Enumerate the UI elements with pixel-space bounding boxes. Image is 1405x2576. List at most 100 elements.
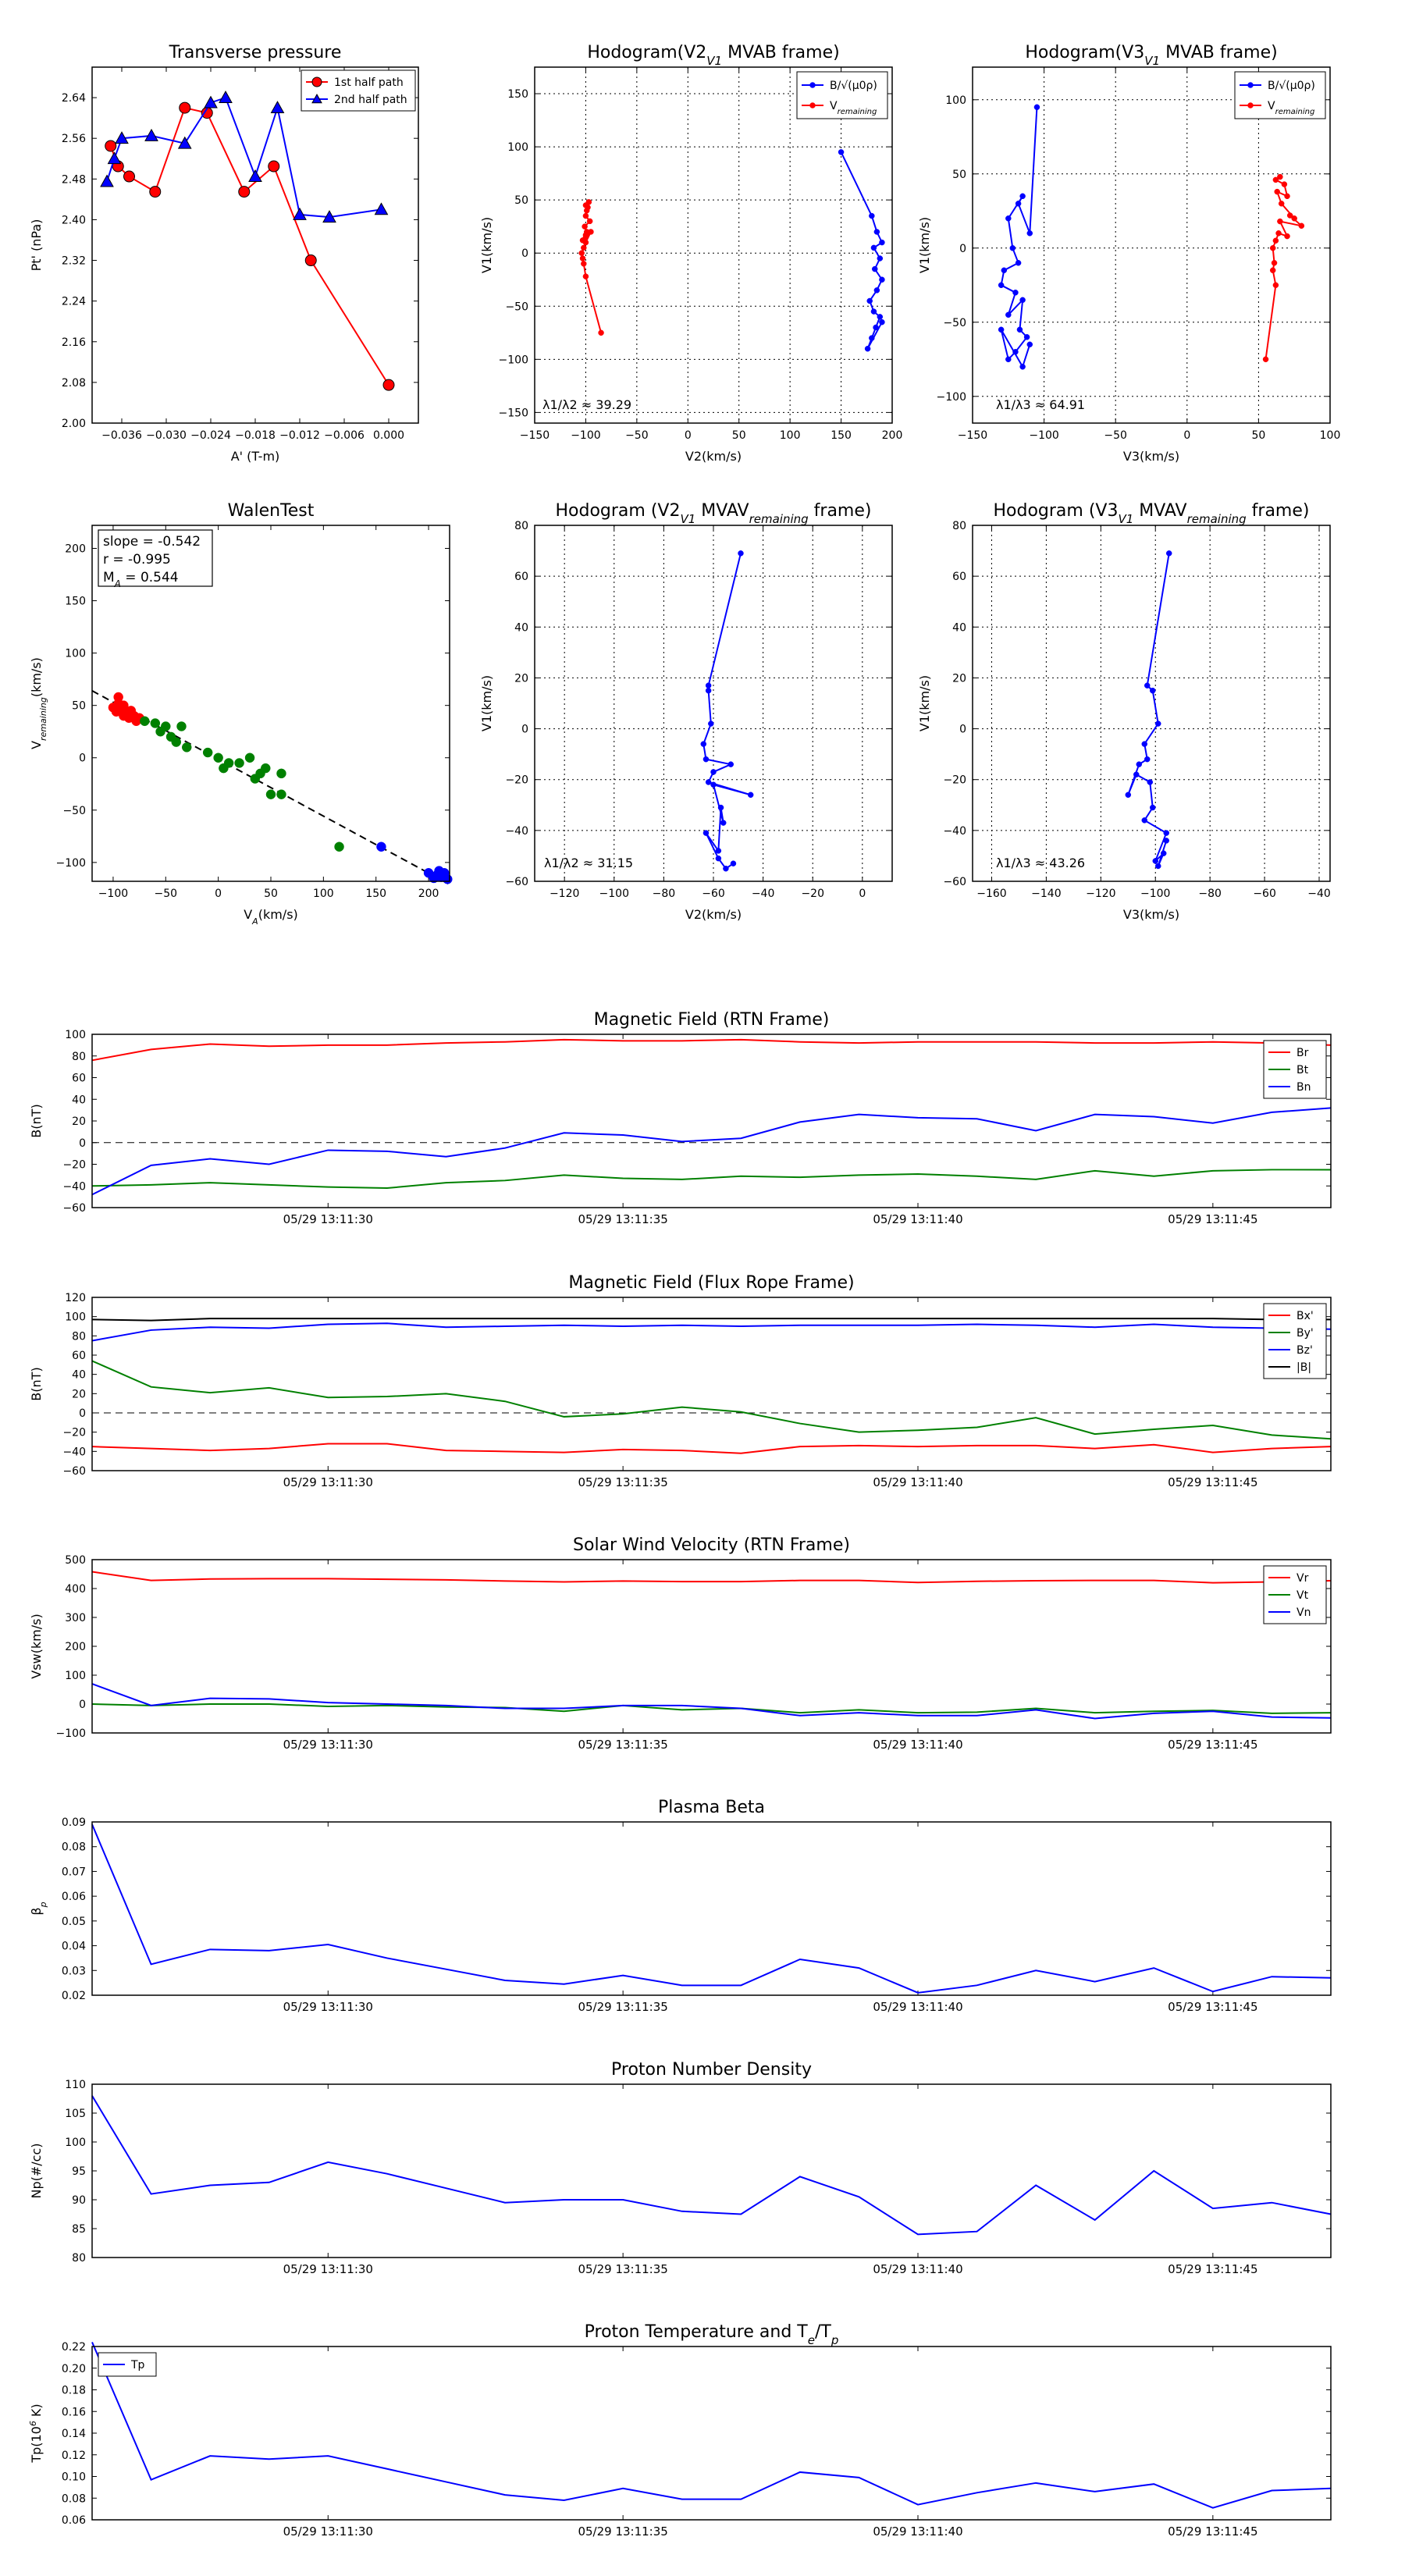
data-point: [582, 223, 588, 229]
y-tick-label: 0.09: [62, 1816, 86, 1829]
y-tick-label: 90: [72, 2194, 86, 2207]
chart-proton-temperature: 0.06 0.08 0.10 0.12 0.14 0.16 0.18 0.20 0.22 05/2…: [28, 2322, 1332, 2539]
y-tick-label: 100: [65, 2137, 86, 2149]
x-tick-label: −0.006: [324, 429, 365, 442]
series-line: [1127, 553, 1170, 866]
series-line: [91, 1038, 1332, 1062]
data-point: [585, 199, 592, 205]
data-point: [374, 202, 389, 215]
plot-frame: [91, 1297, 1332, 1471]
y-tick-label: 80: [514, 520, 528, 532]
data-point: [1272, 237, 1279, 244]
legend-label: Vt: [1297, 1589, 1309, 1602]
y-tick-label: 2.40: [62, 214, 86, 226]
series-line: [702, 553, 751, 870]
x-tick-label: 05/29 13:11:40: [873, 1738, 962, 1752]
y-tick-label: 0.10: [62, 2471, 86, 2484]
data-point: [1012, 290, 1019, 296]
x-tick-label: 05/29 13:11:40: [873, 2524, 962, 2539]
data-point: [1005, 356, 1012, 363]
y-tick-label: 200: [65, 543, 86, 556]
legend-label: Vr: [1297, 1572, 1309, 1585]
chart-title-text: Hodogram (V2V1 MVAVremaining frame): [555, 501, 871, 526]
data-point: [1019, 364, 1026, 370]
x-tick-label: −20: [801, 888, 824, 900]
x-tick-label: −40: [752, 888, 775, 900]
data-point: [1298, 222, 1305, 229]
data-point: [579, 255, 586, 262]
data-point: [873, 287, 880, 294]
data-point: [261, 763, 271, 774]
data-point: [1144, 756, 1151, 763]
data-point: [1144, 682, 1151, 688]
series-line: [91, 1360, 1332, 1440]
x-tick-label: −140: [1031, 888, 1061, 900]
data-point: [1284, 193, 1290, 200]
data-point: [1147, 779, 1154, 785]
y-tick-label: 0.18: [62, 2385, 86, 2397]
y-axis-label: Pt' (nPa): [29, 219, 44, 272]
data-point: [1154, 720, 1161, 727]
data-point: [873, 229, 880, 235]
data-point: [1281, 181, 1288, 187]
series-line: [91, 2095, 1332, 2236]
data-point: [204, 95, 218, 109]
x-axis-label: V2(km/s): [685, 449, 742, 464]
x-tick-label: −100: [599, 888, 629, 900]
y-tick-label: 0.08: [62, 2492, 86, 2505]
x-tick-label: −0.018: [235, 429, 276, 442]
plot-frame: [972, 66, 1331, 424]
y-tick-label: 400: [65, 1583, 86, 1596]
y-tick-label: 0.20: [62, 2363, 86, 2375]
x-tick-label: 05/29 13:11:45: [1168, 2262, 1257, 2276]
data-point: [582, 273, 589, 279]
data-point: [107, 151, 122, 165]
y-axis-label: V1(km/s): [917, 217, 932, 273]
x-tick-label: 100: [780, 429, 801, 442]
data-point: [727, 761, 735, 767]
y-tick-label: 200: [65, 1641, 86, 1653]
x-tick-label: 05/29 13:11:30: [283, 1738, 373, 1752]
data-point: [1277, 218, 1283, 225]
y-tick-label: −150: [499, 407, 528, 419]
chart-title-text: Hodogram (V3V1 MVAVremaining frame): [993, 501, 1309, 526]
y-tick-label: 40: [72, 1094, 86, 1106]
y-tick-label: −60: [62, 1465, 86, 1478]
data-point: [1005, 215, 1012, 222]
x-tick-label: 50: [732, 429, 746, 442]
y-tick-label: 0: [79, 1407, 86, 1420]
legend-label: B/√(μ0ρ): [1268, 80, 1315, 92]
y-tick-label: −40: [62, 1446, 86, 1458]
legend-label: By': [1297, 1327, 1314, 1340]
x-tick-label: −0.036: [101, 429, 142, 442]
data-point: [1152, 858, 1158, 864]
chart-title-text: Plasma Beta: [658, 1798, 765, 1817]
y-tick-label: 0.08: [62, 1841, 86, 1854]
chart-title-text: Hodogram(V3V1 MVAB frame): [1025, 43, 1277, 68]
stats-box: [98, 529, 213, 587]
data-point: [586, 218, 593, 225]
y-axis-label: V1(km/s): [479, 675, 494, 731]
data-point: [1275, 230, 1282, 237]
data-point: [1278, 201, 1285, 207]
data-point: [582, 212, 589, 219]
data-point: [1274, 188, 1280, 195]
y-tick-label: 0.05: [62, 1916, 86, 1928]
data-point: [1149, 687, 1156, 694]
data-point: [583, 208, 590, 214]
y-tick-label: −50: [505, 301, 528, 313]
data-point: [1277, 173, 1283, 180]
chart-hodogram-v2-v1-mvab: −150 −100 −50 0 50 100 150 200 −150 −100 −50 0 50 100…: [479, 43, 902, 464]
y-tick-label: 500: [65, 1554, 86, 1567]
y-tick-label: 85: [72, 2223, 86, 2236]
x-tick-label: 100: [313, 888, 334, 900]
x-tick-label: 05/29 13:11:35: [578, 1212, 667, 1226]
y-tick-label: 20: [72, 1388, 86, 1400]
series-line: [840, 151, 884, 350]
y-tick-label: −50: [943, 317, 966, 329]
y-tick-label: 50: [514, 194, 528, 207]
y-tick-label: 0.03: [62, 1965, 86, 1977]
data-point: [123, 707, 134, 718]
y-tick-label: 0: [521, 724, 528, 736]
